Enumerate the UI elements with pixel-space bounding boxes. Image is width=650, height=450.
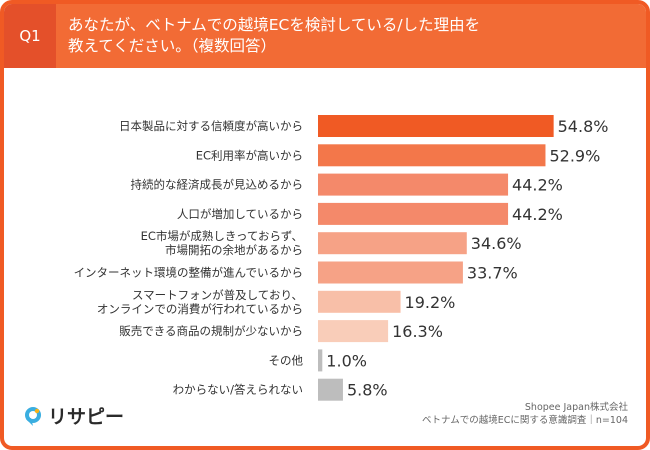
value-label: 44.2%	[512, 176, 563, 195]
category-label: EC利用率が高いから	[196, 148, 303, 162]
category-label: スマートフォンが普及しており、	[132, 288, 303, 302]
value-label: 19.2%	[405, 293, 456, 312]
bar	[318, 261, 463, 284]
question-title: あなたが、ベトナムでの越境ECを検討している/した理由を 教えてください。（複数…	[56, 4, 646, 68]
bar	[318, 115, 554, 137]
bar	[318, 378, 343, 401]
logo-text: リサピー	[48, 406, 125, 428]
category-label: オンラインでの消費が行われているから	[97, 302, 303, 316]
bar	[318, 173, 509, 196]
question-number: Q1	[4, 4, 56, 68]
question-header: Q1 あなたが、ベトナムでの越境ECを検討している/した理由を 教えてください。…	[4, 4, 646, 68]
value-label: 34.6%	[471, 234, 522, 253]
category-label: インターネット環境の整備が進んでいるから	[74, 266, 303, 280]
value-label: 5.8%	[347, 381, 388, 400]
category-label: 持続的な経済成長が見込めるから	[131, 178, 304, 192]
value-label: 33.7%	[467, 264, 518, 283]
value-label: 52.9%	[549, 146, 600, 165]
category-label: EC市場が成熟しきっておらず、	[141, 229, 303, 243]
pin-icon	[25, 406, 41, 426]
source-survey: ベトナムでの越境ECに関する意識調査｜n=104	[422, 415, 628, 426]
value-label: 54.8%	[558, 117, 609, 136]
category-label: 販売できる商品の規制が少ないから	[119, 324, 303, 338]
bar	[318, 202, 509, 225]
value-label: 1.0%	[326, 351, 367, 370]
value-label: 44.2%	[512, 205, 563, 224]
source-note: Shopee Japan株式会社 ベトナムでの越境ECに関する意識調査｜n=10…	[422, 401, 628, 427]
question-title-line2: 教えてください。（複数回答）	[68, 37, 277, 55]
source-company: Shopee Japan株式会社	[524, 402, 628, 413]
bar	[318, 144, 546, 167]
bar	[318, 232, 467, 255]
value-label: 16.3%	[392, 322, 443, 341]
category-label: 人口が増加しているから	[177, 207, 303, 221]
bar	[318, 290, 401, 313]
category-label: その他	[269, 353, 304, 367]
category-label: 市場開拓の余地があるから	[165, 243, 303, 257]
category-label: 日本製品に対する信頼度が高いから	[119, 119, 303, 133]
category-label: わからない/答えられない	[173, 383, 303, 397]
bar	[318, 320, 389, 343]
bar	[318, 349, 323, 372]
question-title-line1: あなたが、ベトナムでの越境ECを検討している/した理由を	[68, 16, 481, 34]
logo: リサピー	[22, 402, 124, 429]
